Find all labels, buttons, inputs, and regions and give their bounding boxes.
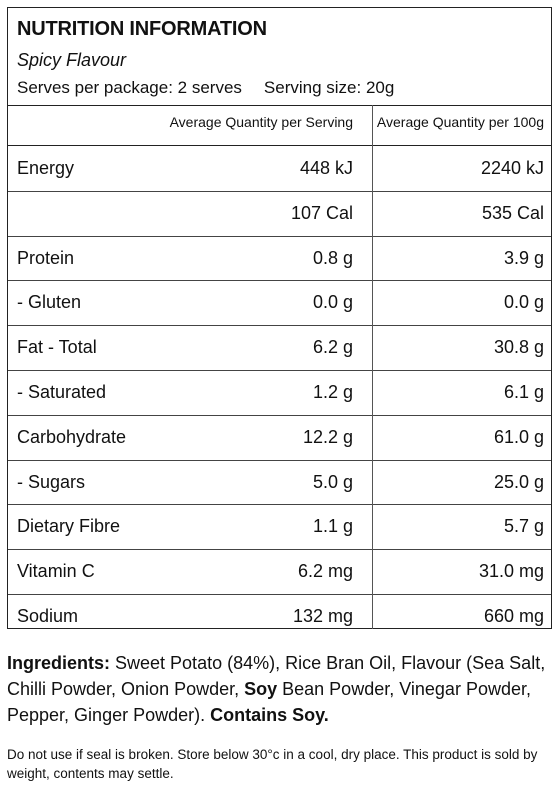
value-per-serving: 6.2 g (312, 337, 353, 358)
flavour-name: Spicy Flavour (17, 50, 127, 70)
table-row: Energy 448 kJ 2240 kJ (8, 146, 551, 190)
nutrition-panel: NUTRITION INFORMATION Spicy Flavour Serv… (7, 7, 552, 629)
allergen-statement: Contains Soy. (210, 705, 329, 725)
value-per-serving: 107 Cal (290, 202, 353, 223)
value-per-serving: 132 mg (292, 606, 353, 626)
column-header-per-serving: Average Quantity per Serving (169, 114, 353, 130)
allergen-soy: Soy (244, 679, 278, 699)
value-per-100g: 660 mg (483, 606, 544, 626)
table-row: Vitamin C 6.2 mg 31.0 mg (8, 549, 551, 593)
serving-size: Serving size: 20g (263, 78, 395, 97)
value-per-100g: 6.1 g (503, 382, 544, 402)
column-divider (372, 105, 373, 629)
row-divider (8, 370, 551, 371)
value-per-serving: 1.2 g (312, 382, 353, 402)
value-per-100g: 61.0 g (493, 426, 544, 447)
table-row: Sodium 132 mg 660 mg (8, 594, 551, 638)
table-row: Dietary Fibre 1.1 g 5.7 g (8, 504, 551, 548)
value-per-100g: 5.7 g (503, 516, 544, 537)
table-row: - Sugars 5.0 g 25.0 g (8, 460, 551, 504)
table-row: Carbohydrate 12.2 g 61.0 g (8, 415, 551, 459)
table-row: 107 Cal 535 Cal (8, 191, 551, 235)
table-row: - Gluten 0.0 g 0.0 g (8, 280, 551, 324)
storage-note: Do not use if seal is broken. Store belo… (7, 747, 538, 781)
value-per-serving: 6.2 mg (297, 561, 353, 582)
nutrient-label: Sodium (17, 606, 79, 626)
table-row: - Saturated 1.2 g 6.1 g (8, 370, 551, 414)
row-divider (8, 280, 551, 282)
value-per-serving: 5.0 g (312, 471, 353, 492)
value-per-100g: 535 Cal (481, 202, 544, 223)
ingredients-list-part2: Bean Powder, Vinegar Powder, Pepper, Gin… (7, 679, 531, 725)
nutrient-label: Energy (17, 158, 75, 178)
column-header-per-100g: Average Quantity per 100g (376, 114, 544, 130)
ingredients-heading: Ingredients: (7, 653, 111, 673)
serves-per-package: Serves per package: 2 serves (17, 78, 242, 97)
ingredients-list-part1: Sweet Potato (84%), Rice Bran Oil, Flavo… (7, 653, 546, 699)
nutrient-label: Protein (17, 247, 75, 268)
row-divider (8, 325, 551, 327)
panel-title: NUTRITION INFORMATION (17, 18, 267, 40)
nutrient-label: - Sugars (17, 471, 86, 492)
serving-info: Serves per package: 2 serves Serving size… (17, 78, 394, 98)
ingredients-text: Ingredients: Sweet Potato (84%), Rice Br… (7, 650, 555, 728)
nutrient-label: - Saturated (17, 382, 107, 402)
table-row: Fat - Total 6.2 g 30.8 g (8, 325, 551, 369)
table-row: Protein 0.8 g 3.9 g (8, 236, 551, 280)
value-per-100g: 30.8 g (493, 337, 544, 358)
row-divider (8, 190, 551, 192)
value-per-100g: 2240 kJ (480, 158, 544, 178)
value-per-serving: 0.8 g (312, 247, 353, 268)
value-per-100g: 0.0 g (503, 292, 544, 313)
nutrient-label: Vitamin C (17, 561, 95, 582)
row-divider (8, 504, 551, 506)
value-per-serving: 0.0 g (312, 292, 353, 313)
nutrient-label: - Gluten (17, 292, 82, 313)
column-header-divider (8, 145, 551, 146)
value-per-100g: 31.0 mg (478, 561, 544, 582)
nutrient-label: Dietary Fibre (17, 516, 121, 537)
value-per-serving: 12.2 g (302, 426, 353, 447)
value-per-serving: 448 kJ (299, 158, 353, 178)
value-per-serving: 1.1 g (312, 516, 353, 537)
value-per-100g: 25.0 g (493, 471, 544, 492)
row-divider (8, 594, 551, 595)
row-divider (8, 414, 551, 416)
row-divider (8, 235, 551, 237)
row-divider (8, 459, 551, 461)
nutrient-label: Fat - Total (17, 337, 97, 358)
value-per-100g: 3.9 g (503, 247, 544, 268)
row-divider (8, 549, 551, 551)
header-divider (8, 105, 551, 106)
nutrient-label: Carbohydrate (17, 426, 127, 447)
